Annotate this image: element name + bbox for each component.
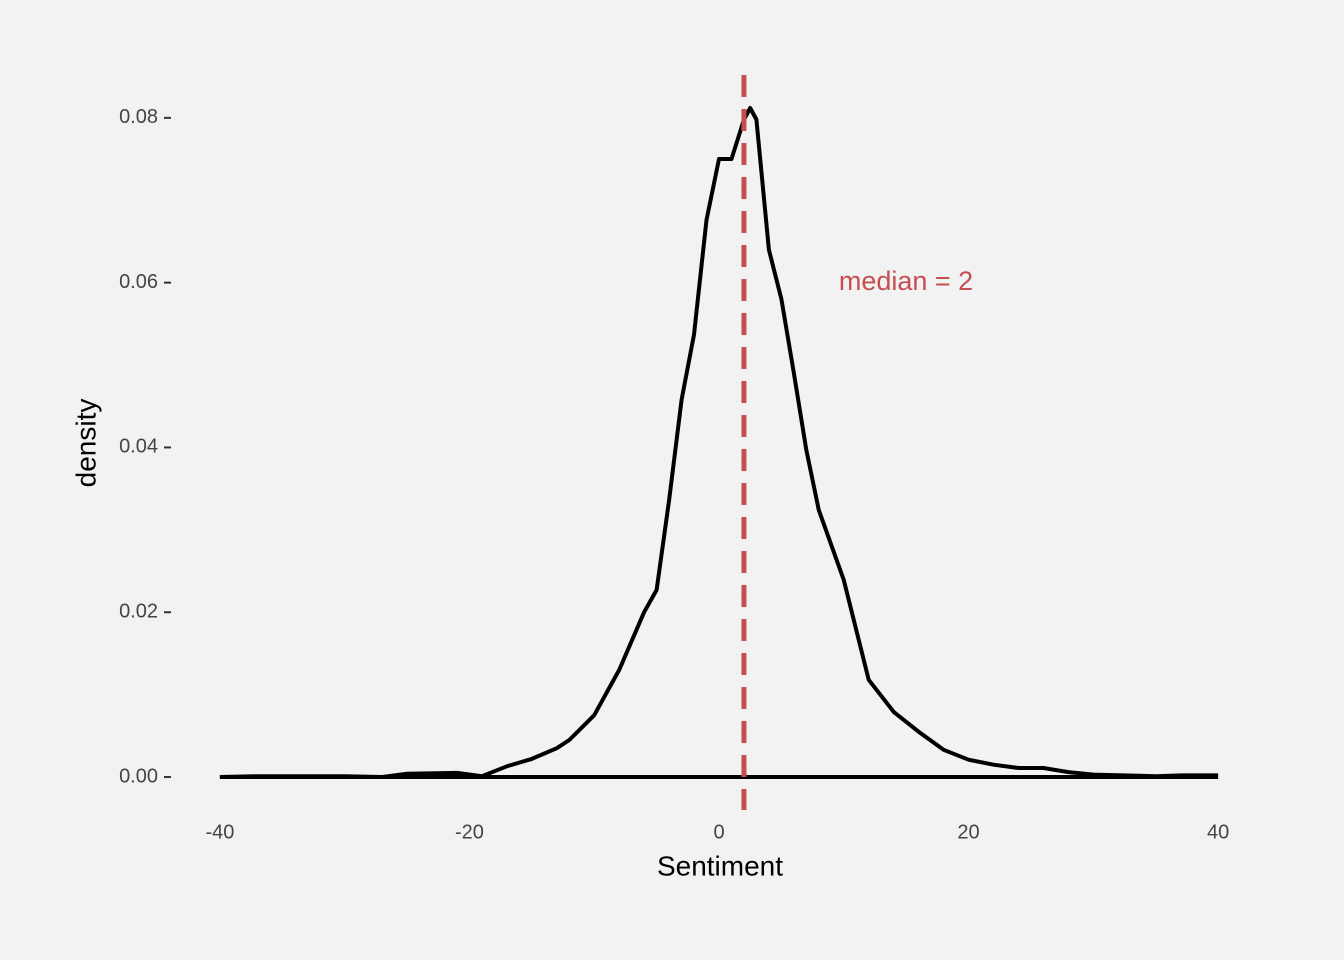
y-tick-label: 0.00 — [119, 765, 158, 787]
x-tick-label: -40 — [205, 821, 234, 843]
median-label: median = 2 — [839, 266, 973, 296]
x-tick-label: 40 — [1207, 821, 1229, 843]
y-tick-label: 0.02 — [119, 601, 158, 623]
x-tick-label: 20 — [957, 821, 979, 843]
x-tick-label: -20 — [455, 821, 484, 843]
y-axis-label: density — [70, 399, 101, 488]
density-curve — [219, 106, 1219, 779]
y-tick-label: 0.08 — [119, 106, 158, 128]
x-axis-label: Sentiment — [657, 850, 783, 881]
y-tick-label: 0.04 — [119, 436, 158, 458]
x-tick-label: 0 — [713, 821, 724, 843]
y-tick-label: 0.06 — [119, 271, 158, 293]
